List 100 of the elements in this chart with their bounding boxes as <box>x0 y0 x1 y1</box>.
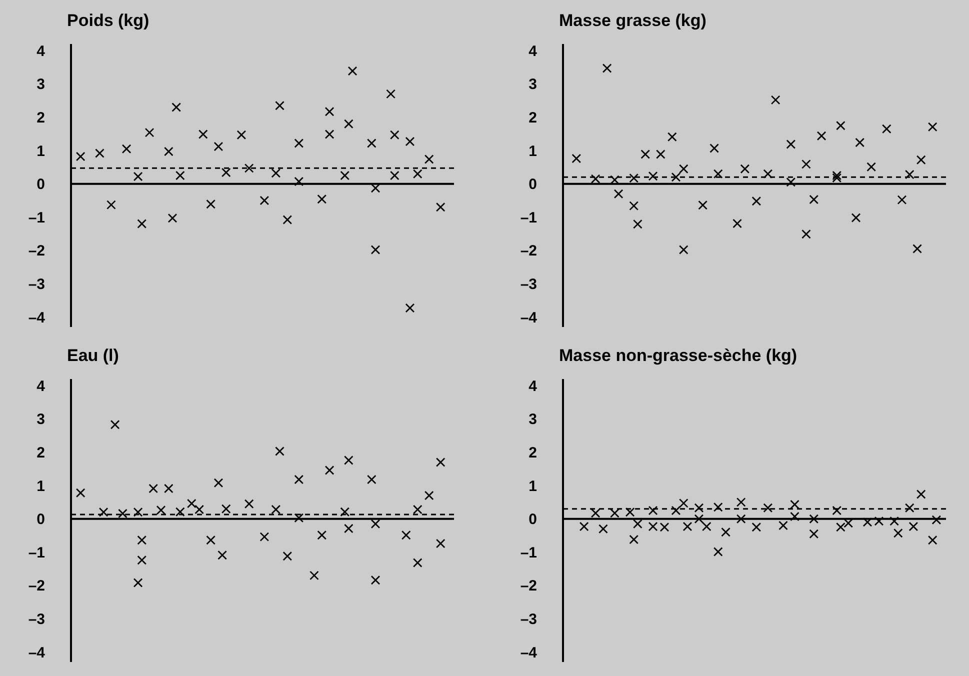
y-tick-label: 1 <box>528 142 537 160</box>
y-tick-label: –1 <box>28 544 45 562</box>
point <box>144 128 154 138</box>
point <box>275 100 284 110</box>
point <box>317 530 327 540</box>
point <box>436 538 446 548</box>
point <box>916 155 926 165</box>
point <box>671 172 681 182</box>
y-tick-label: 3 <box>36 76 45 94</box>
point <box>640 150 650 159</box>
point <box>713 169 723 179</box>
point <box>660 522 670 532</box>
point <box>370 183 380 193</box>
point <box>164 484 174 494</box>
point <box>317 194 327 204</box>
point <box>713 502 723 512</box>
point <box>175 170 185 180</box>
point <box>260 196 270 206</box>
point <box>206 535 216 545</box>
point <box>133 172 143 182</box>
point <box>390 170 400 180</box>
point <box>629 534 639 544</box>
point <box>671 506 681 516</box>
point <box>579 522 589 532</box>
point <box>912 244 922 254</box>
point <box>405 303 415 313</box>
point <box>244 499 254 509</box>
point <box>294 513 304 523</box>
point <box>340 507 350 517</box>
y-tick-label: 3 <box>528 411 537 428</box>
point <box>786 177 796 187</box>
point <box>122 144 132 154</box>
point <box>786 140 796 149</box>
point <box>809 529 819 539</box>
point <box>928 535 938 545</box>
y-tick-label: 2 <box>36 109 45 126</box>
point <box>294 176 304 186</box>
y-tick-label: –4 <box>520 644 538 662</box>
point <box>175 507 185 517</box>
point <box>656 150 666 159</box>
point <box>424 154 434 164</box>
point <box>324 106 334 116</box>
point <box>629 201 639 211</box>
point <box>164 146 174 156</box>
point <box>836 522 846 532</box>
point <box>344 456 354 465</box>
point <box>324 130 334 139</box>
point <box>844 518 854 528</box>
y-tick-label: –1 <box>520 544 537 562</box>
point <box>218 550 227 560</box>
point <box>632 519 642 529</box>
point <box>770 95 780 105</box>
point <box>874 516 884 526</box>
point <box>736 514 746 524</box>
y-tick-label: 1 <box>36 478 45 495</box>
point <box>893 528 903 538</box>
point <box>214 142 224 152</box>
point <box>648 506 658 516</box>
point <box>694 514 704 524</box>
point <box>602 64 612 74</box>
point <box>370 245 380 254</box>
point <box>590 508 600 518</box>
point <box>916 490 926 499</box>
point <box>137 555 147 565</box>
chart-title: Poids (kg) <box>67 11 150 30</box>
point <box>133 578 143 588</box>
y-tick-label: –2 <box>520 578 537 595</box>
point <box>851 213 861 222</box>
point <box>390 130 400 140</box>
point <box>629 173 639 183</box>
y-tick-label: –4 <box>28 309 46 326</box>
y-tick-label: –3 <box>520 610 537 628</box>
point <box>862 517 872 527</box>
point <box>194 504 204 514</box>
point <box>110 420 120 430</box>
point <box>736 497 746 507</box>
point <box>678 164 688 174</box>
point <box>260 532 270 542</box>
point <box>832 506 842 516</box>
point <box>370 519 380 529</box>
point <box>172 102 182 112</box>
y-tick-label: 4 <box>36 378 46 395</box>
point <box>855 138 865 148</box>
point <box>890 516 899 526</box>
y-tick-label: 0 <box>528 176 537 194</box>
point <box>832 173 842 183</box>
y-tick-label: 1 <box>36 142 45 160</box>
point <box>156 505 166 515</box>
chart-title: Masse grasse (kg) <box>559 11 706 30</box>
point <box>614 189 624 199</box>
point <box>648 522 658 532</box>
point <box>932 515 942 525</box>
point <box>344 119 354 129</box>
y-tick-label: –4 <box>28 644 46 662</box>
point <box>366 138 376 148</box>
point <box>282 215 292 224</box>
point <box>882 124 892 134</box>
point <box>348 66 358 76</box>
y-tick-label: 2 <box>528 444 537 462</box>
point <box>809 514 819 524</box>
